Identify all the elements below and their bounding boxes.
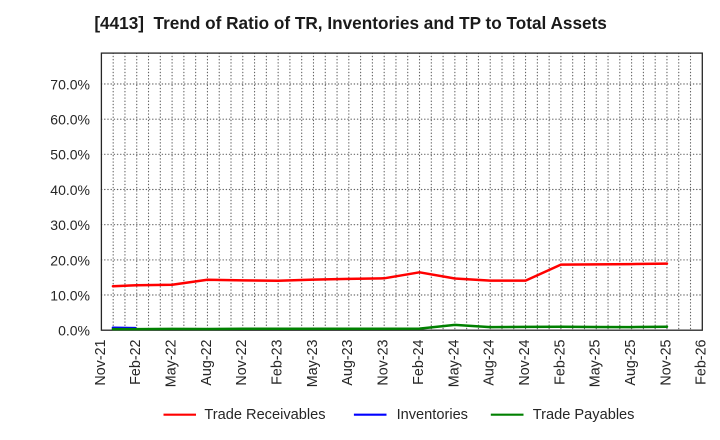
svg-text:May-23: May-23 [305, 339, 321, 387]
svg-text:10.0%: 10.0% [50, 287, 90, 303]
svg-text:Feb-22: Feb-22 [128, 339, 144, 384]
svg-text:20.0%: 20.0% [50, 252, 90, 268]
svg-text:May-24: May-24 [446, 339, 462, 387]
svg-text:Feb-26: Feb-26 [694, 339, 710, 384]
svg-text:60.0%: 60.0% [50, 112, 90, 128]
svg-text:Feb-25: Feb-25 [552, 339, 568, 384]
svg-text:Aug-22: Aug-22 [199, 339, 215, 385]
svg-text:70.0%: 70.0% [50, 76, 90, 92]
svg-text:Trade Payables: Trade Payables [533, 407, 635, 423]
svg-text:30.0%: 30.0% [50, 217, 90, 233]
svg-text:Aug-24: Aug-24 [482, 339, 498, 385]
svg-text:Trade Receivables: Trade Receivables [204, 407, 325, 423]
svg-text:Nov-21: Nov-21 [93, 339, 109, 385]
svg-text:Nov-23: Nov-23 [376, 339, 392, 385]
svg-text:Inventories: Inventories [397, 407, 468, 423]
svg-text:Nov-22: Nov-22 [234, 339, 250, 385]
svg-text:Aug-23: Aug-23 [340, 339, 356, 385]
svg-text:50.0%: 50.0% [50, 147, 90, 163]
svg-text:40.0%: 40.0% [50, 182, 90, 198]
svg-text:0.0%: 0.0% [58, 323, 90, 339]
svg-text:Nov-24: Nov-24 [517, 339, 533, 385]
svg-text:Nov-25: Nov-25 [658, 339, 674, 385]
svg-text:Aug-25: Aug-25 [623, 339, 639, 385]
svg-text:Feb-23: Feb-23 [270, 339, 286, 384]
svg-text:May-22: May-22 [164, 339, 180, 387]
svg-text:Feb-24: Feb-24 [411, 339, 427, 384]
svg-text:May-25: May-25 [588, 339, 604, 387]
svg-text:[4413] Trend of Ratio of TR,: [4413] Trend of Ratio of TR, Inventories… [94, 13, 607, 33]
